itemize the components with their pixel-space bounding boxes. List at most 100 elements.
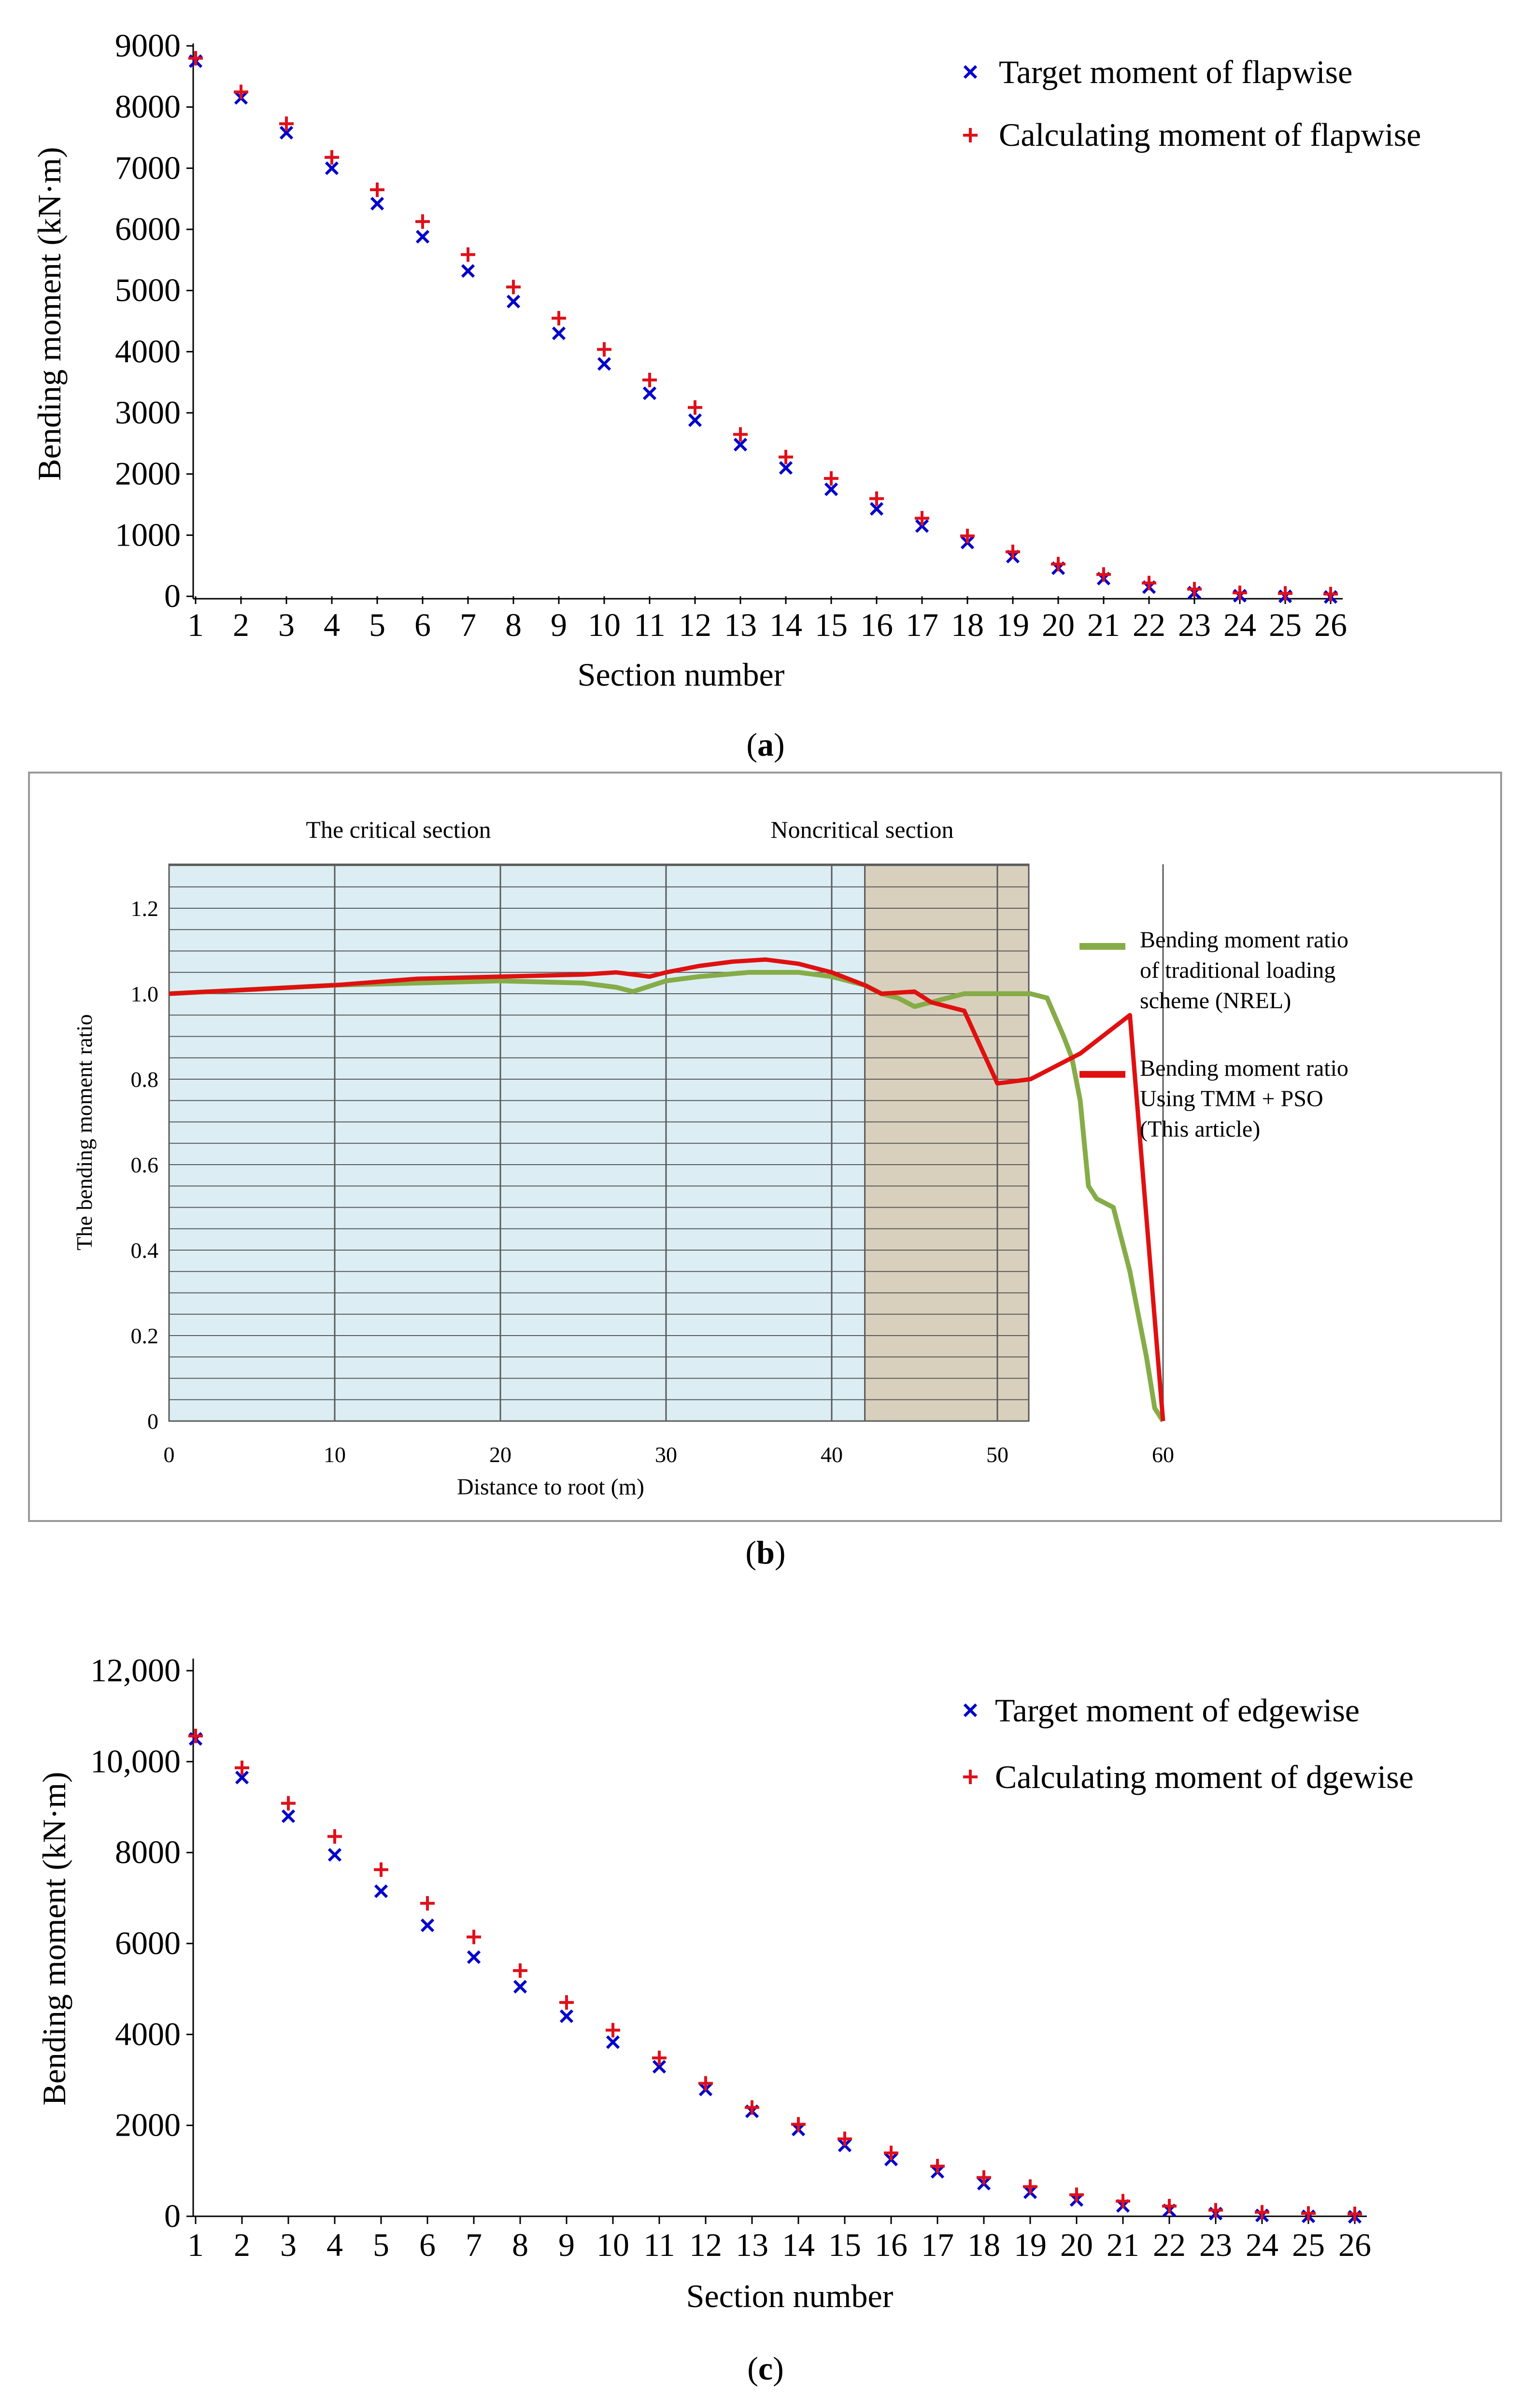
y-tick-label: 0 (147, 1409, 158, 1434)
data-point-calculating (279, 116, 294, 131)
x-tick-label: 14 (769, 606, 802, 643)
x-tick-label: 16 (860, 606, 893, 643)
data-point-calculating (188, 1729, 203, 1744)
chart-c-x-ticks: 1 2 3 4 5 6 7 8 9 10 11 12 13 14 15 16 17 18 19 20 21 22 23 24 2… (187, 2216, 1371, 2263)
data-point-calculating (1255, 2205, 1269, 2220)
data-point-calculating (461, 247, 475, 262)
legend-a-target-marker (963, 65, 978, 79)
chart-c-xlabel: Section number (686, 2278, 894, 2314)
data-point-calculating (467, 1929, 481, 1944)
x-tick-label: 17 (921, 2226, 954, 2263)
data-point-calculating (1323, 587, 1338, 602)
x-tick-label: 9 (558, 2226, 575, 2263)
x-tick-label: 14 (782, 2226, 815, 2263)
region-noncritical (865, 864, 1029, 1421)
data-point-calculating (559, 1995, 574, 2010)
y-tick-label: 4000 (115, 2015, 181, 2052)
x-tick-label: 15 (815, 606, 848, 643)
data-point-calculating (235, 1760, 249, 1775)
data-point-calculating (1187, 582, 1202, 597)
x-tick-label: 7 (466, 2226, 482, 2263)
x-tick-label: 11 (634, 606, 665, 643)
data-point-calculating (884, 2145, 898, 2160)
data-point-target (606, 2035, 620, 2049)
x-tick-label: 0 (164, 1442, 175, 1467)
x-tick-label: 24 (1223, 606, 1256, 643)
legend-a-calculating-marker (963, 128, 978, 142)
x-tick-label: 18 (951, 606, 984, 643)
data-point-calculating (325, 150, 339, 165)
data-point-target (327, 1848, 342, 1862)
x-tick-label: 22 (1153, 2226, 1186, 2263)
data-point-calculating (930, 2159, 945, 2174)
y-tick-label: 5000 (115, 272, 181, 309)
x-tick-label: 9 (551, 606, 567, 643)
legend-b-nrel-line2: of traditional loading (1140, 958, 1335, 983)
x-tick-label: 13 (736, 2226, 768, 2263)
data-point-calculating (188, 51, 203, 66)
x-tick-label: 60 (1152, 1442, 1174, 1467)
x-tick-label: 12 (679, 606, 711, 643)
data-point-calculating (552, 311, 566, 325)
x-tick-label: 22 (1133, 606, 1165, 643)
data-point-target (513, 1980, 527, 1994)
data-point-calculating (960, 528, 975, 543)
data-point-target (652, 2060, 667, 2074)
chart-b-grid (168, 863, 1164, 1422)
legend-a-target-label: Target moment of flapwise (999, 54, 1352, 90)
data-point-calculating (1162, 2198, 1177, 2213)
chart-b: The critical section Noncritical section… (28, 772, 1502, 1571)
data-point-calculating (1096, 567, 1111, 582)
data-point-calculating (281, 1796, 296, 1811)
data-point-calculating (779, 450, 793, 465)
data-point-calculating (420, 1896, 435, 1911)
data-point-target (325, 161, 339, 175)
data-point-target (688, 413, 702, 427)
x-tick-label: 1 (187, 606, 204, 643)
data-point-target (370, 197, 384, 211)
x-tick-label: 26 (1338, 2226, 1371, 2263)
data-point-calculating (1208, 2203, 1223, 2218)
data-point-calculating (1142, 576, 1156, 591)
y-tick-label: 2000 (115, 455, 181, 492)
data-point-target (733, 437, 748, 451)
region-critical (169, 864, 865, 1421)
chart-b-legend: Bending moment ratio of traditional load… (1079, 927, 1348, 1142)
data-point-target (559, 2009, 574, 2023)
x-tick-label: 5 (373, 2226, 389, 2263)
data-point-calculating (506, 280, 521, 295)
x-tick-label: 17 (906, 606, 938, 643)
chart-c-y-ticks: 0 2000 4000 6000 8000 10,000 12,000 (90, 1652, 193, 2234)
chart-b-region-labels: The critical section Noncritical section (306, 816, 953, 843)
chart-a-series-calculating (188, 51, 1338, 602)
y-tick-label: 0 (164, 2197, 181, 2234)
x-tick-label: 30 (655, 1442, 677, 1467)
x-tick-label: 25 (1292, 2226, 1325, 2263)
x-tick-label: 50 (986, 1442, 1008, 1467)
y-tick-label: 0.2 (131, 1324, 159, 1348)
chart-b-lines (169, 957, 1165, 1422)
x-tick-label: 25 (1269, 606, 1302, 643)
x-tick-label: 21 (1107, 2226, 1139, 2263)
data-point-calculating (652, 2050, 667, 2065)
data-point-target (420, 1918, 435, 1932)
x-tick-label: 3 (278, 606, 295, 643)
x-tick-label: 19 (1014, 2226, 1047, 2263)
caption-b: (b) (745, 1534, 785, 1571)
data-point-calculating (374, 1862, 388, 1877)
chart-b-x-ticks: 0 10 20 30 40 50 60 (164, 1442, 1175, 1467)
x-tick-label: 1 (187, 2226, 204, 2263)
x-tick-label: 16 (875, 2226, 908, 2263)
x-tick-label: 24 (1246, 2226, 1278, 2263)
chart-c-legend: Target moment of edgewise Calculating mo… (963, 1692, 1414, 1795)
data-point-calculating (915, 511, 929, 526)
chart-b-xlabel: Distance to root (m) (457, 1474, 644, 1500)
data-point-calculating (234, 84, 248, 99)
data-point-target (642, 386, 657, 400)
y-tick-label: 4000 (115, 333, 181, 369)
x-tick-label: 40 (821, 1442, 843, 1467)
data-point-calculating (597, 342, 611, 357)
y-tick-label: 9000 (115, 27, 181, 64)
y-tick-label: 2000 (115, 2107, 181, 2143)
